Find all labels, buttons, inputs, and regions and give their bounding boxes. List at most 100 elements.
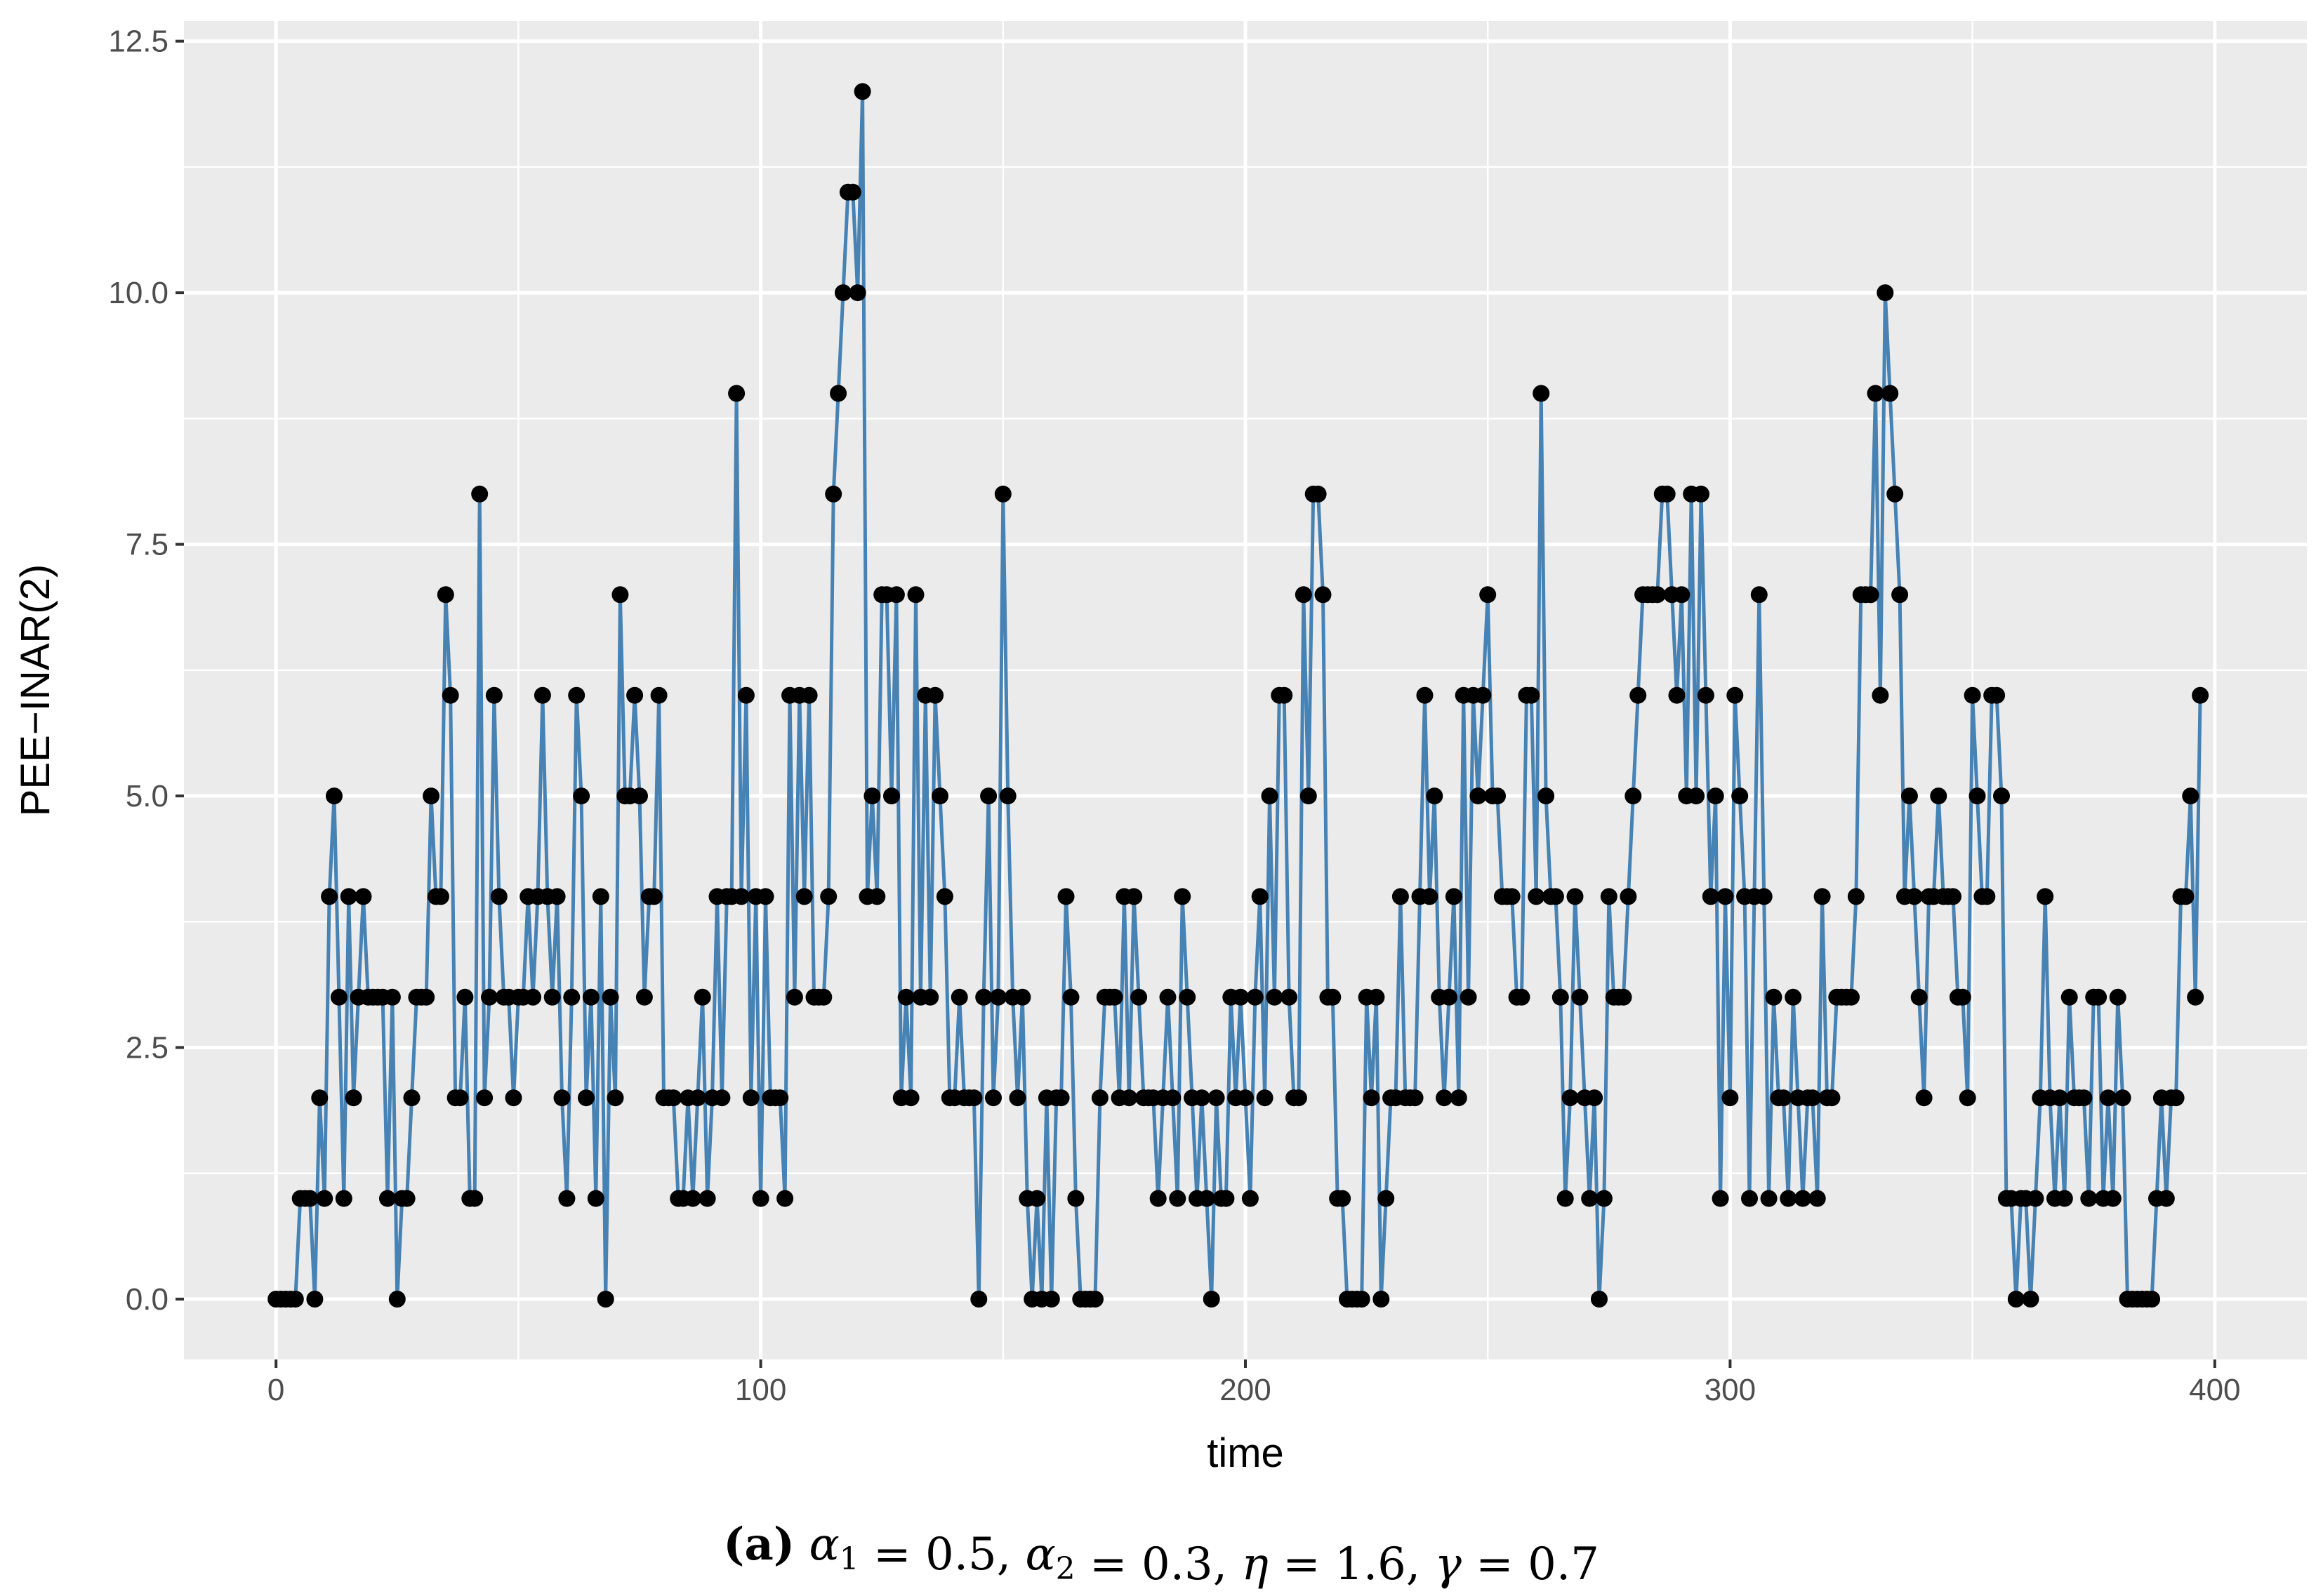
data-point <box>403 1089 421 1107</box>
data-point <box>1688 787 1705 805</box>
data-point <box>1968 787 1986 805</box>
data-point <box>2109 988 2126 1006</box>
caption-part: = 1.6, <box>1269 1538 1435 1590</box>
data-point <box>1179 988 1196 1006</box>
data-point <box>1479 586 1497 604</box>
data-point <box>1891 586 1909 604</box>
data-point <box>1474 686 1492 704</box>
data-point <box>563 988 581 1006</box>
data-point <box>1261 787 1278 805</box>
data-point <box>321 888 338 905</box>
data-point <box>1755 888 1773 905</box>
y-tick-label: 5.0 <box>126 779 168 813</box>
data-point <box>1149 1190 1167 1207</box>
data-point <box>1503 888 1521 905</box>
data-point <box>1993 787 2010 805</box>
data-point <box>626 686 644 704</box>
data-point <box>485 686 503 704</box>
data-point <box>1954 988 1971 1006</box>
data-point <box>975 988 993 1006</box>
data-point <box>1120 1089 1138 1107</box>
data-point <box>737 686 755 704</box>
data-point <box>1658 485 1676 503</box>
tick-labels: 0 100 200 300 400 0.0 2.5 5.0 7.5 10.0 12.5 <box>108 25 2240 1407</box>
data-point <box>1203 1291 1220 1308</box>
data-point <box>423 787 440 805</box>
data-point <box>1237 1089 1254 1107</box>
data-point <box>776 1190 794 1207</box>
data-point <box>2114 1089 2131 1107</box>
data-point <box>689 1089 706 1107</box>
data-point <box>883 787 900 805</box>
data-point <box>2027 1190 2044 1207</box>
data-point <box>1281 988 1298 1006</box>
caption-label: (a) <box>723 1518 795 1571</box>
data-point <box>2051 1089 2068 1107</box>
data-point <box>994 485 1012 503</box>
data-point <box>742 1089 760 1107</box>
data-point <box>2192 686 2209 704</box>
data-point <box>326 787 343 805</box>
data-point <box>1581 1190 1599 1207</box>
data-point <box>2056 1190 2073 1207</box>
data-point <box>466 1190 484 1207</box>
data-point <box>835 284 852 302</box>
data-point <box>1174 888 1191 905</box>
data-point <box>1600 888 1617 905</box>
y-tick-label: 0.0 <box>126 1282 168 1317</box>
data-point <box>1910 988 1928 1006</box>
data-point <box>543 988 561 1006</box>
data-point <box>1629 686 1647 704</box>
data-point <box>863 787 881 805</box>
data-point <box>1299 787 1317 805</box>
data-point <box>699 1190 716 1207</box>
data-point <box>1785 988 1802 1006</box>
figure-caption: (a) α1 = 0.5, α2 = 0.3, η = 1.6, γ = 0.7 <box>723 1518 1599 1590</box>
data-point <box>1106 988 1123 1006</box>
data-point <box>481 988 498 1006</box>
data-point <box>2080 1190 2098 1207</box>
data-point <box>2037 888 2054 905</box>
data-point <box>1726 686 1744 704</box>
x-tick-label: 100 <box>735 1373 786 1407</box>
data-point <box>534 686 551 704</box>
data-point <box>868 888 886 905</box>
data-point <box>1363 1089 1380 1107</box>
data-point <box>2075 1089 2093 1107</box>
data-point <box>772 1089 789 1107</box>
data-point <box>505 1089 522 1107</box>
data-point <box>2104 1190 2122 1207</box>
data-point <box>1193 1089 1210 1107</box>
data-point <box>553 1089 571 1107</box>
data-point <box>1062 988 1080 1006</box>
data-point <box>311 1089 329 1107</box>
data-point <box>1469 787 1487 805</box>
data-point <box>1256 1089 1273 1107</box>
caption-part: η <box>1241 1538 1268 1590</box>
data-point <box>733 888 750 905</box>
data-point <box>607 1089 624 1107</box>
x-tick-label: 400 <box>2189 1373 2240 1407</box>
data-point <box>694 988 711 1006</box>
data-point <box>1697 686 1714 704</box>
data-point <box>1765 988 1782 1006</box>
data-point <box>1028 1190 1046 1207</box>
data-point <box>1847 888 1865 905</box>
data-point <box>1615 988 1632 1006</box>
data-point <box>1091 1089 1109 1107</box>
data-point <box>1673 586 1690 604</box>
data-point <box>1217 1190 1235 1207</box>
data-point <box>1087 1291 1104 1308</box>
data-point <box>1377 1190 1395 1207</box>
data-point <box>1159 988 1177 1006</box>
data-point <box>1489 787 1506 805</box>
data-point <box>1978 888 1996 905</box>
data-point <box>1551 988 1569 1006</box>
data-point <box>815 988 833 1006</box>
data-point <box>980 787 998 805</box>
data-point <box>1648 586 1666 604</box>
data-point <box>2177 888 2195 905</box>
data-point <box>437 586 454 604</box>
data-point <box>1067 1190 1085 1207</box>
data-point <box>1731 787 1749 805</box>
